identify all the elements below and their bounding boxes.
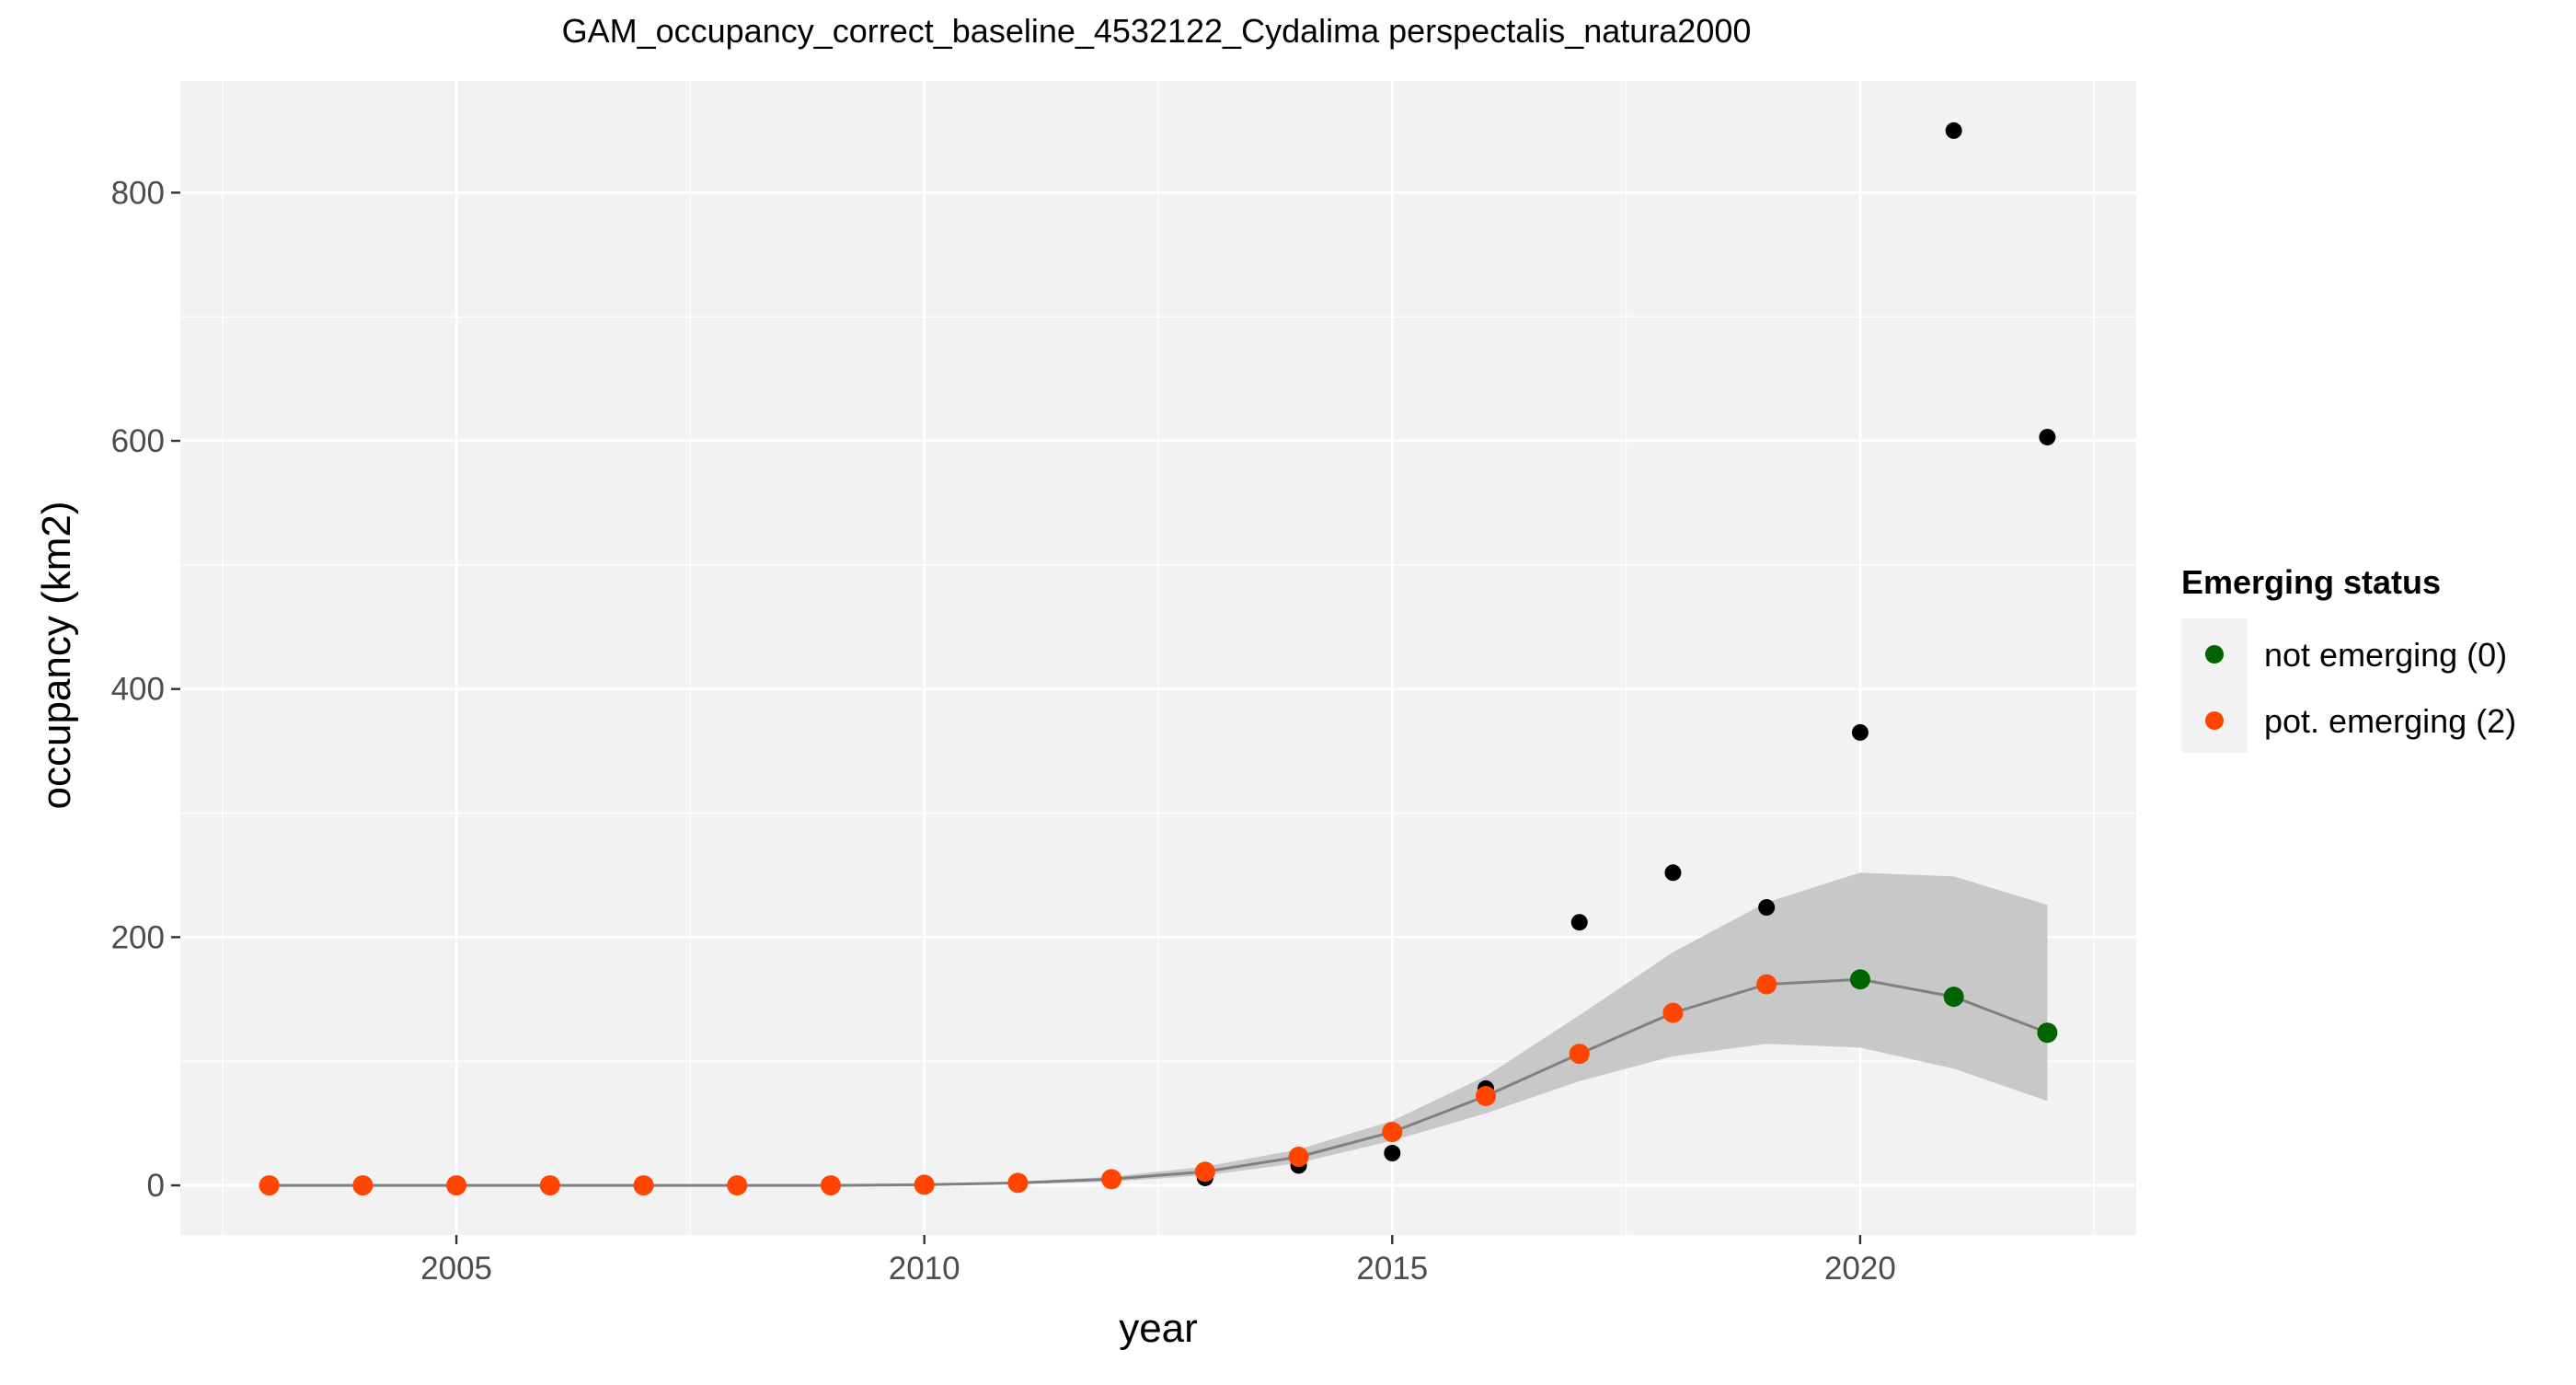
fitted-point-pot-emerging	[1194, 1161, 1215, 1183]
observed-point	[1384, 1145, 1401, 1162]
y-tick-label: 400	[111, 672, 165, 708]
observed-point	[1570, 914, 1588, 931]
observed-point	[1851, 723, 1869, 741]
observed-point	[2039, 428, 2056, 445]
legend-key-not-emerging	[2205, 645, 2224, 664]
x-tick-label: 2015	[1356, 1251, 1428, 1287]
fitted-point-pot-emerging	[539, 1175, 560, 1196]
fitted-point-pot-emerging	[1382, 1122, 1403, 1143]
fitted-point-pot-emerging	[727, 1175, 748, 1196]
fitted-point-pot-emerging	[1569, 1044, 1590, 1065]
legend-label-not-emerging: not emerging (0)	[2264, 636, 2507, 674]
fitted-point-not-emerging	[1849, 969, 1870, 990]
fitted-point-pot-emerging	[914, 1174, 935, 1195]
fitted-point-pot-emerging	[446, 1175, 467, 1196]
fitted-point-pot-emerging	[1288, 1147, 1309, 1168]
legend-key-bg	[2181, 618, 2248, 753]
fitted-point-not-emerging	[1943, 987, 1964, 1008]
legend-title: Emerging status	[2181, 563, 2441, 601]
chart-title: GAM_occupancy_correct_baseline_4532122_C…	[562, 12, 1752, 50]
observed-point	[1945, 121, 1962, 139]
y-tick-label: 200	[111, 919, 165, 955]
legend-key-pot-emerging	[2205, 711, 2224, 730]
fitted-point-pot-emerging	[1476, 1085, 1497, 1106]
fitted-line-layer	[269, 977, 2048, 1187]
confidence-band	[269, 872, 2048, 1186]
grid-layer	[180, 81, 2136, 1235]
y-tick-label: 800	[111, 175, 165, 211]
y-tick-label: 600	[111, 423, 165, 459]
confidence-band-layer	[269, 872, 2048, 1186]
y-axis-title: occupancy (km2)	[34, 501, 79, 809]
observed-point	[1664, 864, 1682, 882]
x-axis-title: year	[1119, 1306, 1198, 1351]
fitted-point-pot-emerging	[633, 1175, 654, 1196]
x-tick-label: 2020	[1824, 1251, 1896, 1287]
fitted-point-pot-emerging	[1101, 1169, 1122, 1190]
fitted-point-pot-emerging	[1007, 1172, 1029, 1194]
fitted-point-pot-emerging	[1662, 1002, 1684, 1023]
x-tick-label: 2010	[889, 1251, 960, 1287]
fitted-point-pot-emerging	[820, 1175, 841, 1196]
fitted-points-layer	[259, 969, 2058, 1196]
x-tick-label: 2005	[420, 1251, 492, 1287]
y-tick-label: 0	[147, 1168, 165, 1204]
observed-point	[1758, 899, 1776, 917]
fitted-point-not-emerging	[2037, 1022, 2058, 1044]
legend-label-pot-emerging: pot. emerging (2)	[2264, 702, 2516, 740]
axis-layer: 2005 2010 2015 2020 0 200 400 600 800	[111, 175, 1896, 1287]
fitted-point-pot-emerging	[352, 1175, 374, 1196]
fitted-point-pot-emerging	[1756, 974, 1777, 995]
fitted-point-pot-emerging	[259, 1175, 280, 1196]
fitted-line	[269, 977, 2048, 1187]
legend: Emerging status not emerging (0) pot. em…	[2181, 563, 2516, 753]
